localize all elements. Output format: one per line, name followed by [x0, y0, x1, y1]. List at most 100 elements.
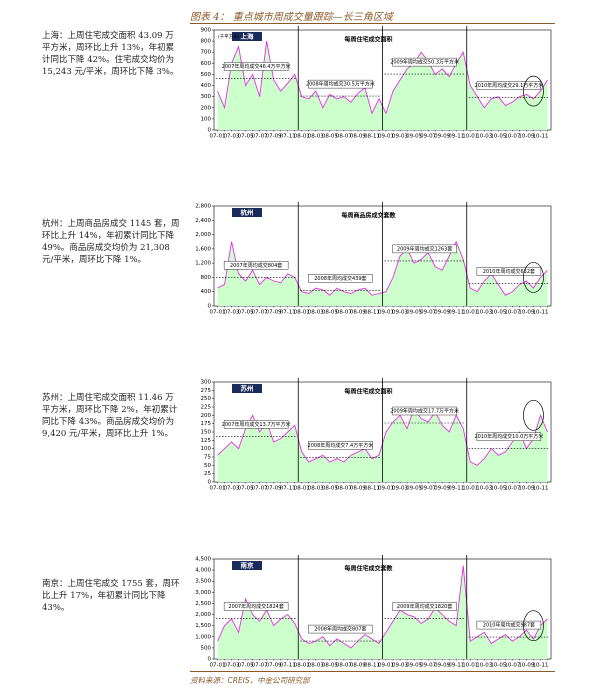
x-tick-label: 10-05	[490, 663, 506, 669]
annotation-box	[392, 57, 457, 67]
annotation-label: 2009年周均成交17.7万平方米	[390, 408, 459, 415]
x-tick-label: 07-07	[252, 134, 268, 140]
y-tick-label: 300	[201, 380, 212, 386]
y-tick-label: 25	[204, 471, 211, 477]
y-tick-label: 700	[201, 50, 212, 56]
x-tick-label: 08-07	[336, 134, 352, 140]
x-tick-label: 10-03	[476, 310, 492, 316]
y-tick-label: 1,000	[195, 634, 211, 640]
city-box	[232, 384, 262, 393]
x-tick-label: 08-11	[364, 663, 380, 669]
y-tick-label: 100	[201, 116, 212, 122]
chart-title: 每周住宅成交套数	[343, 565, 393, 573]
annotation-box	[308, 441, 373, 450]
x-tick-label: 10-09	[518, 310, 534, 316]
y-tick-label: 3,000	[195, 590, 211, 596]
x-tick-label: 08-03	[308, 486, 324, 492]
y-tick-label: 200	[201, 413, 212, 419]
y-tick-label: 900	[201, 28, 212, 34]
chart: 04008001,2001,6002,0002,4002,80007-0107-…	[195, 202, 552, 316]
x-tick-label: 07-01	[210, 310, 226, 316]
chart-title: 每周商品房成交套数	[340, 212, 396, 220]
x-tick-label: 09-03	[392, 134, 408, 140]
x-tick-label: 10-07	[504, 310, 520, 316]
x-tick-label: 08-01	[294, 310, 310, 316]
city-box	[232, 32, 262, 41]
y-tick-label: 2,500	[195, 601, 211, 607]
x-tick-label: 08-03	[308, 310, 324, 316]
x-tick-label: 07-07	[252, 310, 268, 316]
annotation-label: 2010年周均成交10.0万平方米	[474, 433, 543, 440]
annotation-label: 2009年周均成交50.3万平方米	[390, 59, 459, 66]
annotation-label: 2008年周均成交30.5万平方米	[306, 81, 375, 88]
highlight	[523, 399, 544, 431]
x-tick-label: 10-07	[504, 134, 520, 140]
x-tick-label: 08-05	[322, 663, 338, 669]
x-tick-label: 08-03	[308, 134, 324, 140]
x-tick-label: 08-07	[336, 486, 352, 492]
x-tick-label: 08-09	[350, 310, 366, 316]
x-tick-label: 10-07	[504, 663, 520, 669]
chart-title: 每周住宅成交面积	[343, 388, 392, 396]
highlight	[523, 610, 544, 642]
x-tick-label: 10-11	[532, 486, 548, 492]
y-tick-label: 1,200	[195, 261, 211, 267]
y-tick-label: 2,400	[195, 218, 211, 224]
x-tick-label: 10-11	[532, 134, 548, 140]
x-tick-label: 09-05	[406, 134, 422, 140]
x-tick-label: 10-11	[532, 310, 548, 316]
y-tick-label: 250	[201, 396, 212, 402]
y-tick-label: 800	[201, 39, 212, 45]
x-tick-label: 10-01	[462, 134, 478, 140]
x-tick-label: 07-09	[266, 134, 282, 140]
annotation-box	[308, 274, 373, 283]
x-tick-label: 07-09	[266, 663, 282, 669]
highlight	[523, 262, 544, 293]
x-tick-label: 09-01	[378, 486, 394, 492]
x-tick-label: 08-09	[350, 663, 366, 669]
chart-title: 每周住宅成交面积	[343, 36, 392, 44]
y-tick-label: 4,500	[195, 557, 211, 563]
annotation-box	[476, 81, 542, 90]
annotation-label: 2008年周均成交439套	[314, 275, 366, 282]
x-tick-label: 07-07	[252, 486, 268, 492]
x-tick-label: 07-11	[280, 134, 296, 140]
x-tick-label: 09-11	[448, 663, 464, 669]
x-tick-label: 08-07	[336, 310, 352, 316]
x-tick-label: 08-11	[364, 486, 380, 492]
paragraph: 杭州：上周商品房成交 1145 套，周环比上升 14%，年初累计同比下降 49%…	[42, 219, 180, 265]
x-tick-label: 09-03	[392, 486, 408, 492]
annotation-label: 2009年周均成交1820套	[397, 603, 452, 610]
y-tick-label: 1,500	[195, 623, 211, 629]
y-tick-label: 500	[201, 72, 212, 78]
x-tick-label: 09-05	[406, 663, 422, 669]
annotation-label: 2008年周均成交7.4万平方米	[308, 442, 374, 449]
y-tick-label: 800	[201, 275, 212, 281]
x-tick-label: 10-05	[490, 486, 506, 492]
y-tick-label: 2,000	[195, 612, 211, 618]
annotation-box	[392, 406, 457, 416]
city-name: 苏州	[241, 384, 254, 393]
x-tick-label: 08-11	[364, 134, 380, 140]
x-tick-label: 09-09	[434, 310, 450, 316]
x-tick-label: 10-05	[490, 310, 506, 316]
x-tick-label: 08-11	[364, 310, 380, 316]
annotation-label: 2009年周均成交1263套	[397, 245, 452, 252]
annotation-label: 2010年周均成交29.1万平方米	[474, 82, 543, 89]
y-tick-label: 500	[201, 645, 212, 651]
x-tick-label: 10-09	[518, 486, 534, 492]
x-tick-label: 07-03	[224, 486, 240, 492]
y-tick-label: 0	[208, 657, 212, 663]
x-tick-label: 09-01	[378, 310, 394, 316]
city-box	[232, 208, 262, 217]
y-tick-label: 400	[201, 83, 212, 89]
annotation-box	[308, 624, 373, 634]
annotation-label: 2007年周均成交46.4万平方米	[222, 63, 291, 70]
y-tick-label: 0	[208, 128, 212, 134]
x-tick-label: 09-07	[420, 663, 436, 669]
city-box	[232, 561, 262, 570]
annotation-box	[476, 267, 542, 276]
x-tick-label: 10-07	[504, 486, 520, 492]
x-tick-label: 07-03	[224, 310, 240, 316]
paragraph: 上海：上周住宅成交面积 43.09 万平方米，周环比上升 13%，年初累计同比下…	[42, 31, 179, 77]
